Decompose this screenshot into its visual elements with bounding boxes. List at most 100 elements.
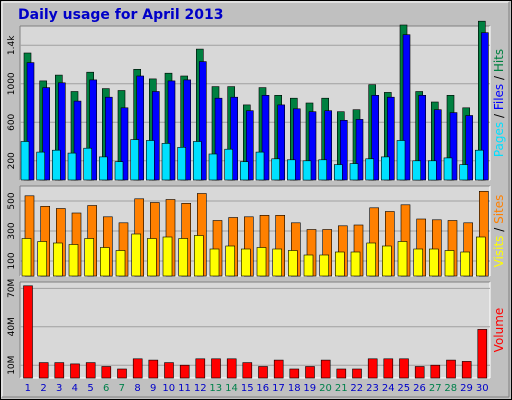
bar-pages-day-24 <box>380 156 390 181</box>
bar-visits-day-4 <box>68 244 79 277</box>
bar-files-day-20 <box>324 110 333 181</box>
bar-files-day-21 <box>339 120 348 181</box>
plot-area <box>20 26 490 180</box>
bar-volume-day-29 <box>461 361 472 379</box>
bar-volume-day-7 <box>117 368 127 379</box>
bar-visits-day-19 <box>303 254 314 277</box>
bar-pages-day-3 <box>51 149 61 181</box>
bar-volume-day-30 <box>477 329 488 379</box>
bar-pages-day-26 <box>412 160 422 181</box>
day-label-2: 2 <box>40 383 46 394</box>
bar-files-day-19 <box>308 111 317 181</box>
bar-visits-day-3 <box>52 242 63 277</box>
bar-visits-day-27 <box>428 248 439 277</box>
bar-pages-day-30 <box>474 149 484 181</box>
bar-volume-day-6 <box>101 366 112 379</box>
legend-text: / <box>492 224 506 236</box>
bar-pages-day-6 <box>99 156 108 181</box>
bar-pages-day-13 <box>208 153 218 181</box>
day-label-10: 10 <box>162 383 175 394</box>
bar-volume-day-11 <box>179 364 190 379</box>
day-label-26: 26 <box>413 383 426 394</box>
bar-pages-day-14 <box>224 148 233 181</box>
legend-volume: Volume <box>492 308 506 353</box>
day-label-9: 9 <box>150 383 156 394</box>
legend-text: / <box>492 110 506 122</box>
series-visits <box>21 233 486 277</box>
bar-visits-day-5 <box>84 238 94 277</box>
bar-files-day-3 <box>57 82 66 181</box>
day-label-27: 27 <box>429 383 442 394</box>
day-label-30: 30 <box>476 383 489 394</box>
panel-volume: 10M 40M 70M Volume <box>7 279 506 379</box>
bar-visits-day-25 <box>397 241 408 277</box>
bar-pages-day-12 <box>193 141 202 181</box>
bar-visits-day-6 <box>100 247 110 277</box>
bar-pages-day-21 <box>333 164 343 181</box>
bar-files-day-15 <box>246 110 254 181</box>
day-label-16: 16 <box>256 383 269 394</box>
bar-files-day-1 <box>26 62 35 181</box>
bar-volume-day-18 <box>289 368 300 379</box>
bar-files-day-6 <box>105 96 113 181</box>
chart-panels: 200 600 1000 1.4k Pages / Files / Hits 100 300… <box>7 20 506 379</box>
day-label-21: 21 <box>335 383 348 394</box>
bar-pages-day-18 <box>286 159 296 181</box>
bar-visits-day-24 <box>381 245 392 277</box>
bar-volume-day-1 <box>23 285 33 379</box>
bar-pages-day-2 <box>36 151 46 181</box>
bar-files-day-28 <box>449 112 458 181</box>
bar-files-day-10 <box>167 80 176 181</box>
day-label-14: 14 <box>225 383 238 394</box>
series-volume <box>23 285 488 379</box>
bar-volume-day-24 <box>383 358 394 379</box>
y-tick-label: 40M <box>7 317 17 336</box>
legend-sites-visits: Visits / Sites <box>492 195 506 268</box>
bar-volume-day-27 <box>430 364 441 379</box>
day-label-7: 7 <box>119 383 125 394</box>
bar-volume-day-9 <box>148 359 159 379</box>
bar-files-day-4 <box>73 100 82 181</box>
bar-pages-day-10 <box>161 143 171 181</box>
y-tick-label: 500 <box>7 192 17 209</box>
bar-files-day-22 <box>355 119 364 181</box>
bar-visits-day-26 <box>413 248 424 277</box>
bar-files-day-11 <box>183 79 191 181</box>
bar-volume-day-2 <box>38 362 49 379</box>
legend-text: Pages <box>492 122 506 157</box>
bar-files-day-27 <box>433 109 442 181</box>
panel-sites-visits: 100 300 500 Visits / Sites <box>7 185 506 277</box>
day-label-25: 25 <box>397 383 410 394</box>
day-label-13: 13 <box>209 383 222 394</box>
bar-pages-day-4 <box>67 152 77 181</box>
day-label-24: 24 <box>382 383 395 394</box>
bar-visits-day-17 <box>272 248 283 277</box>
y-tick-label: 100 <box>7 252 17 269</box>
legend-text: Hits <box>492 49 506 72</box>
day-label-17: 17 <box>272 383 285 394</box>
bar-volume-day-23 <box>367 358 378 379</box>
day-label-19: 19 <box>303 383 316 394</box>
bar-volume-day-14 <box>226 358 237 379</box>
y-tick-label: 10M <box>7 356 17 375</box>
day-label-4: 4 <box>72 383 78 394</box>
legend-text: Sites <box>492 195 506 224</box>
bar-pages-day-28 <box>443 157 453 181</box>
bar-files-day-18 <box>292 108 301 181</box>
bar-visits-day-8 <box>131 233 141 277</box>
bar-visits-day-28 <box>444 250 455 277</box>
legend-hits-files-pages: Pages / Files / Hits <box>492 49 506 157</box>
bar-files-day-25 <box>402 34 411 181</box>
bar-pages-day-11 <box>177 147 186 181</box>
bar-volume-day-17 <box>273 359 284 379</box>
bar-visits-day-14 <box>225 245 235 277</box>
bar-files-day-12 <box>199 61 207 181</box>
bar-pages-day-15 <box>240 161 249 181</box>
bar-volume-day-13 <box>211 358 221 379</box>
bar-visits-day-18 <box>287 250 298 277</box>
bar-pages-day-7 <box>114 161 124 181</box>
panel-hits-files-pages: 200 600 1000 1.4k Pages / Files / Hits <box>7 20 506 181</box>
bar-volume-day-15 <box>242 362 253 379</box>
legend-text: Visits <box>492 236 506 268</box>
bar-visits-day-10 <box>162 236 173 277</box>
